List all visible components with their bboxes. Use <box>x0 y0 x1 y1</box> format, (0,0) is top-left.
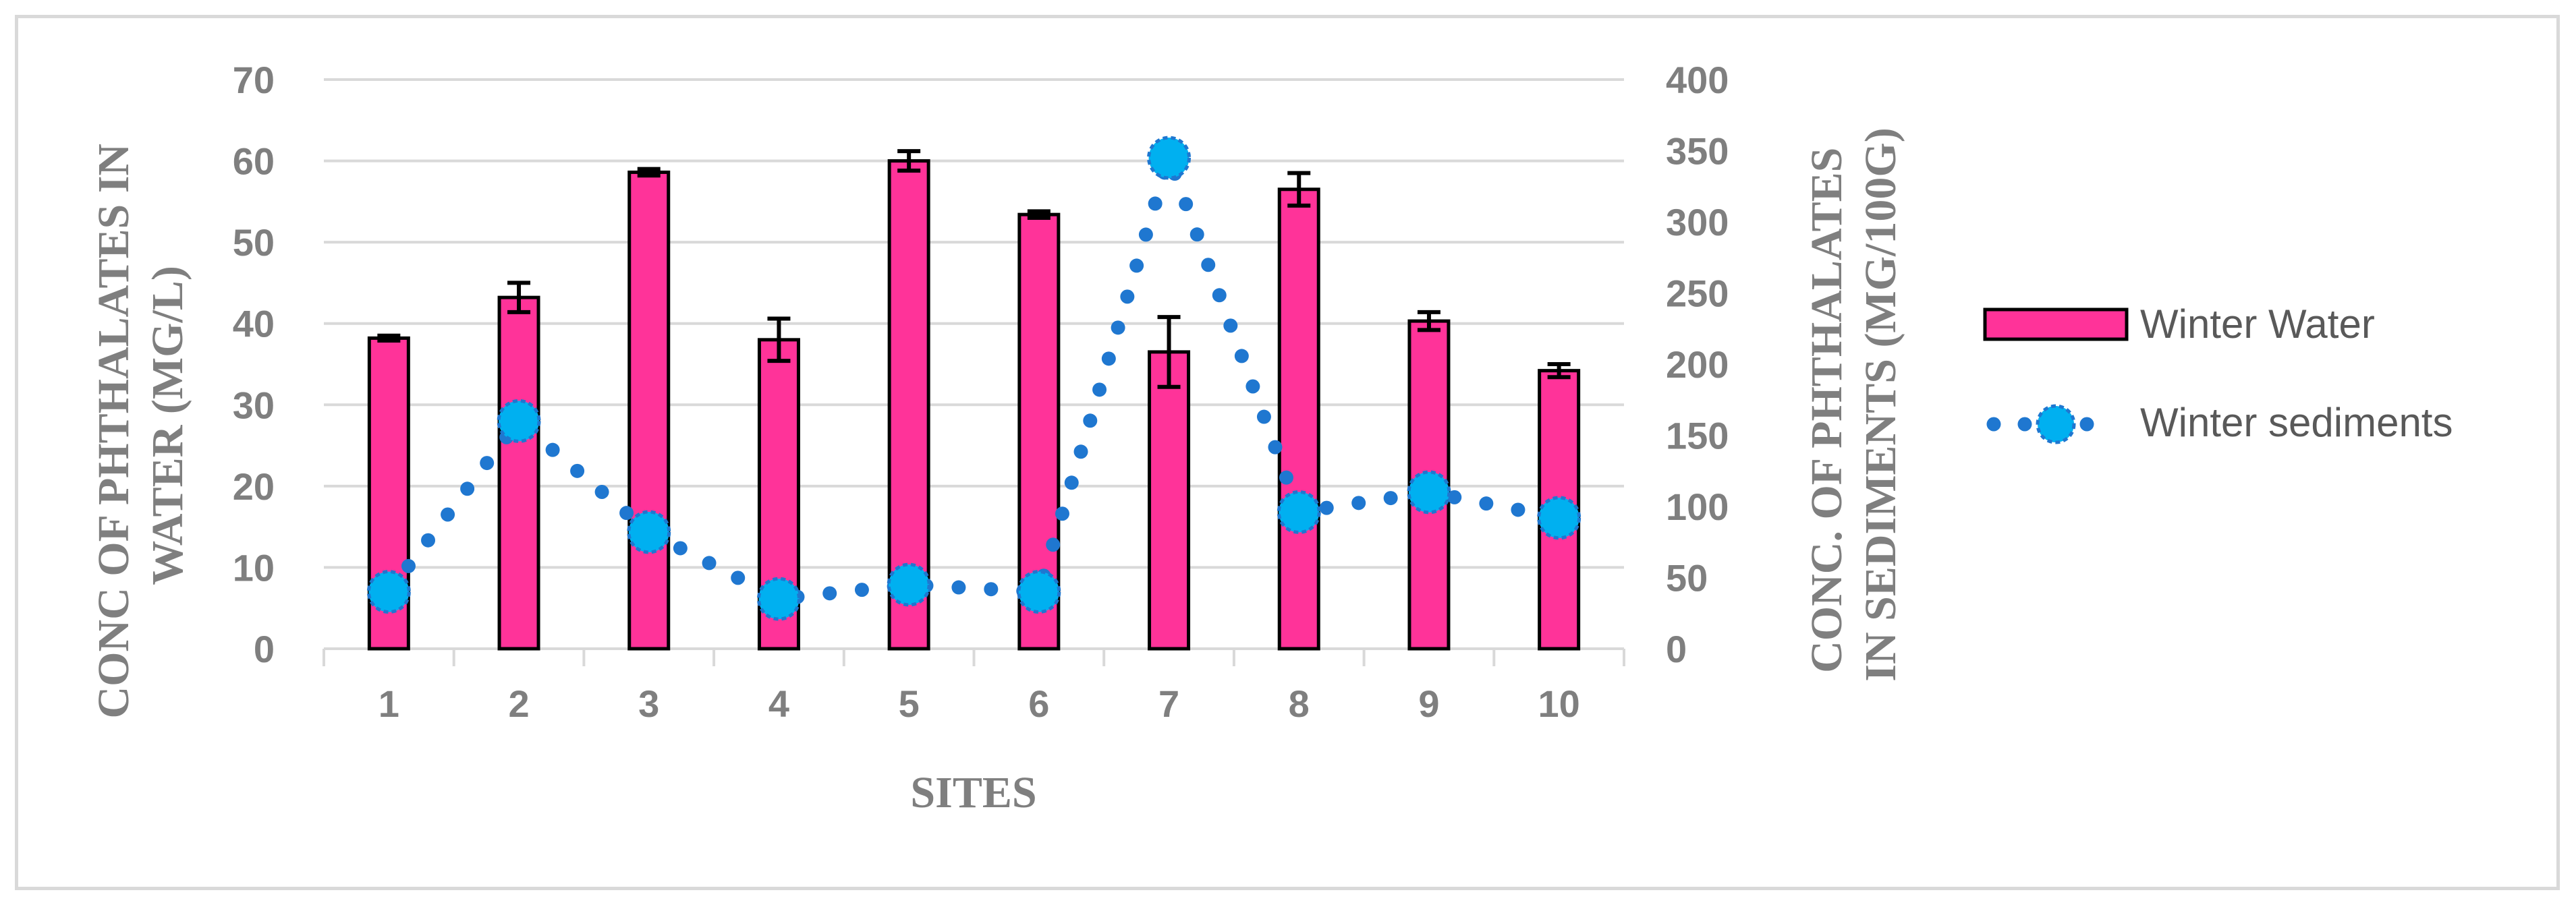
left-y-tick-label: 10 <box>233 546 275 589</box>
legend: Winter Water Winter sediments <box>1983 301 2453 445</box>
error-bar <box>897 149 921 173</box>
line-series <box>366 135 1581 621</box>
legend-swatch-winter-water <box>1983 308 2129 341</box>
error-bar <box>637 167 661 178</box>
right-axis-title-line-1: CONC. OF PHTHALATES <box>1802 148 1851 673</box>
right-y-tick-label: 150 <box>1666 415 1729 457</box>
error-bar <box>1547 362 1571 380</box>
x-axis-title: SITES <box>910 768 1036 817</box>
error-bar <box>1157 315 1181 389</box>
error-bar <box>507 281 531 314</box>
chart: 0 10 20 30 40 50 60 70 0 50 100 150 200 250 300 350 400… <box>89 59 2453 817</box>
legend-swatch-winter-sediments <box>1986 404 2125 444</box>
legend-label-winter-water: Winter Water <box>2140 301 2375 347</box>
right-y-tick-label: 300 <box>1666 201 1729 243</box>
left-axis-title-line-1: CONC OF PHTHALATES IN <box>89 144 138 719</box>
bar-winter-water <box>627 170 671 651</box>
error-bar <box>1287 171 1311 208</box>
left-y-tick-label: 40 <box>233 303 275 345</box>
x-tick-label: 10 <box>1538 682 1580 725</box>
x-tick-label: 1 <box>379 682 399 725</box>
left-axis-title: CONC OF PHTHALATES IN WATER (MG/L) <box>89 132 192 718</box>
bar-winter-water <box>1277 187 1320 651</box>
right-y-tick-label: 250 <box>1666 272 1729 315</box>
axes <box>323 647 1625 666</box>
error-bar <box>1027 209 1051 220</box>
line-winter-sediments <box>381 135 1567 606</box>
right-y-tick-label: 0 <box>1666 628 1687 670</box>
error-bar <box>377 333 401 343</box>
left-y-ticks: 0 10 20 30 40 50 60 70 <box>233 59 275 670</box>
left-y-tick-label: 50 <box>233 221 275 264</box>
bar-series <box>367 149 1581 651</box>
marker-winter-sediments <box>756 577 801 621</box>
right-y-tick-label: 350 <box>1666 130 1729 173</box>
x-tick-label: 7 <box>1158 682 1179 725</box>
x-tick-label: 6 <box>1028 682 1049 725</box>
right-y-ticks: 0 50 100 150 200 250 300 350 400 <box>1666 59 1729 670</box>
left-y-tick-label: 60 <box>233 140 275 183</box>
error-bar <box>1417 310 1440 332</box>
error-bar <box>767 316 791 363</box>
marker-winter-sediments <box>627 510 671 554</box>
right-axis-title: CONC. OF PHTHALATES IN SEDIMENTS (MG/100… <box>1802 127 1905 681</box>
legend-marker-sample <box>2036 404 2076 444</box>
x-ticks: 1 2 3 4 5 6 7 8 9 10 <box>379 682 1580 725</box>
marker-winter-sediments <box>1147 136 1192 180</box>
gridlines <box>324 78 1624 569</box>
x-tick-label: 9 <box>1418 682 1439 725</box>
left-y-tick-label: 0 <box>254 628 275 670</box>
right-y-tick-label: 100 <box>1666 486 1729 528</box>
legend-label-winter-sediments: Winter sediments <box>2140 400 2453 445</box>
left-y-tick-label: 20 <box>233 465 275 508</box>
left-y-tick-label: 30 <box>233 384 275 426</box>
marker-winter-sediments <box>1277 490 1321 534</box>
x-tick-label: 2 <box>508 682 529 725</box>
marker-winter-sediments <box>887 562 931 607</box>
right-y-tick-label: 400 <box>1666 59 1729 101</box>
marker-winter-sediments <box>1537 496 1581 540</box>
right-y-tick-label: 50 <box>1666 557 1708 599</box>
bar-winter-water <box>1148 350 1191 651</box>
x-tick-label: 5 <box>899 682 920 725</box>
left-y-tick-label: 70 <box>233 59 275 101</box>
x-tick-label: 3 <box>638 682 659 725</box>
marker-winter-sediments <box>1017 570 1061 614</box>
marker-winter-sediments <box>1407 470 1451 515</box>
right-axis-title-line-2: IN SEDIMENTS (MG/100G) <box>1856 127 1905 681</box>
left-axis-title-line-2: WATER (MG/L) <box>143 266 192 585</box>
x-tick-label: 4 <box>768 682 789 725</box>
bar-winter-water <box>497 295 540 651</box>
chart-frame: 0 10 20 30 40 50 60 70 0 50 100 150 200 250 300 350 400… <box>15 15 2560 890</box>
x-tick-label: 8 <box>1289 682 1310 725</box>
marker-winter-sediments <box>497 399 541 443</box>
right-y-tick-label: 200 <box>1666 343 1729 386</box>
marker-winter-sediments <box>366 570 411 614</box>
